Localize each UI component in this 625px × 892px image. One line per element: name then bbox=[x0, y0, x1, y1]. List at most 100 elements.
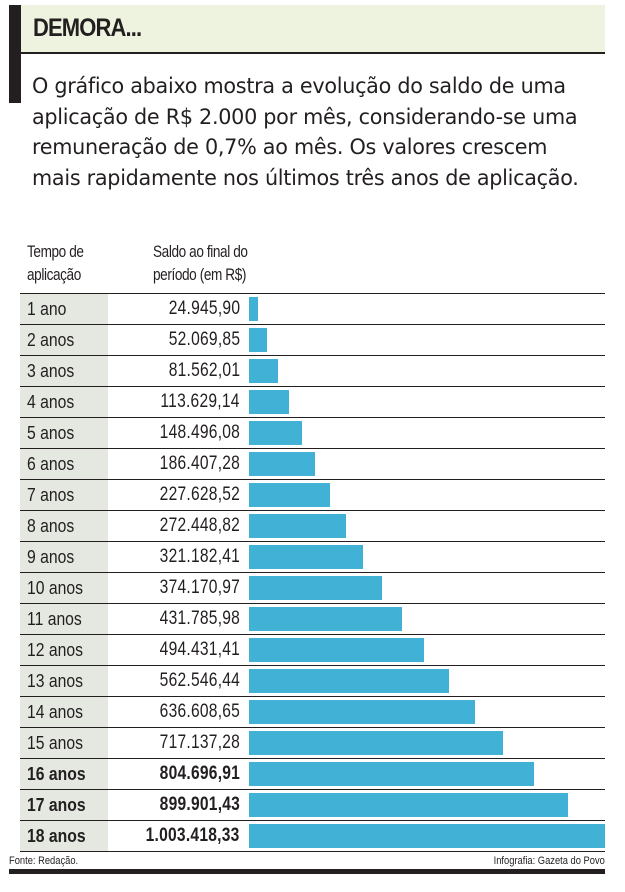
bar bbox=[249, 700, 475, 724]
value-label: 24.945,90 bbox=[168, 298, 240, 319]
table-row: 5 anos 148.496,08 bbox=[20, 417, 605, 448]
row-label: 1 ano bbox=[27, 298, 67, 319]
bar bbox=[249, 793, 568, 817]
column-header-balance-text: Saldo ao final do período (em R$) bbox=[153, 242, 248, 284]
row-label: 12 anos bbox=[27, 639, 83, 660]
bar bbox=[249, 328, 267, 352]
row-label-cell: 11 anos bbox=[20, 604, 108, 634]
row-label: 7 anos bbox=[27, 484, 75, 505]
row-label: 6 anos bbox=[27, 453, 75, 474]
table-row: 3 anos 81.562,01 bbox=[20, 355, 605, 386]
value-label: 81.562,01 bbox=[168, 360, 240, 381]
row-label: 10 anos bbox=[27, 577, 83, 598]
row-label: 18 anos bbox=[27, 825, 86, 846]
row-label-cell: 2 anos bbox=[20, 325, 108, 355]
bar bbox=[249, 359, 278, 383]
table-row: 7 anos 227.628,52 bbox=[20, 479, 605, 510]
value-label: 321.182,41 bbox=[159, 546, 240, 567]
row-label-cell: 16 anos bbox=[20, 759, 108, 789]
row-label: 4 anos bbox=[27, 391, 75, 412]
bar bbox=[249, 576, 382, 600]
row-label-cell: 3 anos bbox=[20, 356, 108, 386]
row-label: 15 anos bbox=[27, 732, 83, 753]
value-label: 717.137,28 bbox=[159, 732, 240, 753]
bar bbox=[249, 762, 534, 786]
row-label-cell: 18 anos bbox=[20, 821, 108, 851]
value-label: 431.785,98 bbox=[159, 608, 240, 629]
table-row: 14 anos 636.608,65 bbox=[20, 696, 605, 727]
row-label-cell: 12 anos bbox=[20, 635, 108, 665]
value-label: 272.448,82 bbox=[159, 515, 240, 536]
bottom-rule bbox=[9, 869, 605, 874]
source-note: Fonte: Redação. bbox=[9, 855, 79, 867]
bar bbox=[249, 483, 330, 507]
value-label: 113.629,14 bbox=[160, 391, 240, 412]
table-row: 18 anos 1.003.418,33 bbox=[20, 820, 605, 852]
row-label: 13 anos bbox=[27, 670, 83, 691]
bar bbox=[249, 452, 315, 476]
table-row: 15 anos 717.137,28 bbox=[20, 727, 605, 758]
column-header-time: Tempo de aplicação bbox=[27, 240, 91, 286]
accent-bar bbox=[9, 5, 21, 103]
table-row: 16 anos 804.696,91 bbox=[20, 758, 605, 789]
row-label: 3 anos bbox=[27, 360, 75, 381]
row-label: 9 anos bbox=[27, 546, 75, 567]
bar bbox=[249, 824, 605, 848]
table-row: 12 anos 494.431,41 bbox=[20, 634, 605, 665]
table-row: 4 anos 113.629,14 bbox=[20, 386, 605, 417]
row-label: 11 anos bbox=[27, 608, 82, 629]
bar bbox=[249, 297, 258, 321]
row-label-cell: 8 anos bbox=[20, 511, 108, 541]
table-row: 10 anos 374.170,97 bbox=[20, 572, 605, 603]
row-label: 14 anos bbox=[27, 701, 83, 722]
table-row: 9 anos 321.182,41 bbox=[20, 541, 605, 572]
value-label: 186.407,28 bbox=[159, 453, 240, 474]
row-label-cell: 10 anos bbox=[20, 573, 108, 603]
row-label-cell: 1 ano bbox=[20, 294, 108, 324]
table-row: 8 anos 272.448,82 bbox=[20, 510, 605, 541]
title-header: DEMORA... bbox=[21, 5, 605, 54]
value-label: 374.170,97 bbox=[159, 577, 240, 598]
bar bbox=[249, 607, 402, 631]
row-label-cell: 14 anos bbox=[20, 697, 108, 727]
bar bbox=[249, 669, 449, 693]
row-label-cell: 4 anos bbox=[20, 387, 108, 417]
column-header-time-text: Tempo de aplicação bbox=[27, 242, 84, 284]
value-label: 52.069,85 bbox=[168, 329, 240, 350]
intro-text: O gráfico abaixo mostra a evolução do sa… bbox=[32, 74, 579, 191]
bar bbox=[249, 731, 503, 755]
table-row: 6 anos 186.407,28 bbox=[20, 448, 605, 479]
row-label: 8 anos bbox=[27, 515, 75, 536]
row-label: 17 anos bbox=[27, 794, 86, 815]
bar bbox=[249, 390, 289, 414]
table-row: 13 anos 562.546,44 bbox=[20, 665, 605, 696]
row-label: 5 anos bbox=[27, 422, 75, 443]
column-header-balance: Saldo ao final do período (em R$) bbox=[153, 240, 273, 286]
value-label: 227.628,52 bbox=[159, 484, 240, 505]
table-row: 1 ano 24.945,90 bbox=[20, 293, 605, 324]
data-table: 1 ano 24.945,90 2 anos 52.069,85 3 anos 81.56… bbox=[20, 293, 605, 852]
row-label-cell: 5 anos bbox=[20, 418, 108, 448]
row-label-cell: 15 anos bbox=[20, 728, 108, 758]
table-row: 2 anos 52.069,85 bbox=[20, 324, 605, 355]
table-row: 11 anos 431.785,98 bbox=[20, 603, 605, 634]
credit-note: Infografia: Gazeta do Povo bbox=[493, 855, 605, 867]
row-label-cell: 6 anos bbox=[20, 449, 108, 479]
table-row: 17 anos 899.901,43 bbox=[20, 789, 605, 820]
bar bbox=[249, 545, 363, 569]
value-label: 562.546,44 bbox=[159, 670, 240, 691]
bar bbox=[249, 638, 424, 662]
value-label: 636.608,65 bbox=[159, 701, 240, 722]
row-label: 2 anos bbox=[27, 329, 75, 350]
row-label: 16 anos bbox=[27, 763, 86, 784]
row-label-cell: 9 anos bbox=[20, 542, 108, 572]
row-label-cell: 17 anos bbox=[20, 790, 108, 820]
bar bbox=[249, 421, 302, 445]
row-label-cell: 7 anos bbox=[20, 480, 108, 510]
value-label: 804.696,91 bbox=[159, 763, 240, 784]
row-label-cell: 13 anos bbox=[20, 666, 108, 696]
value-label: 1.003.418,33 bbox=[146, 825, 240, 846]
bar bbox=[249, 514, 346, 538]
value-label: 899.901,43 bbox=[159, 794, 240, 815]
value-label: 494.431,41 bbox=[159, 639, 240, 660]
